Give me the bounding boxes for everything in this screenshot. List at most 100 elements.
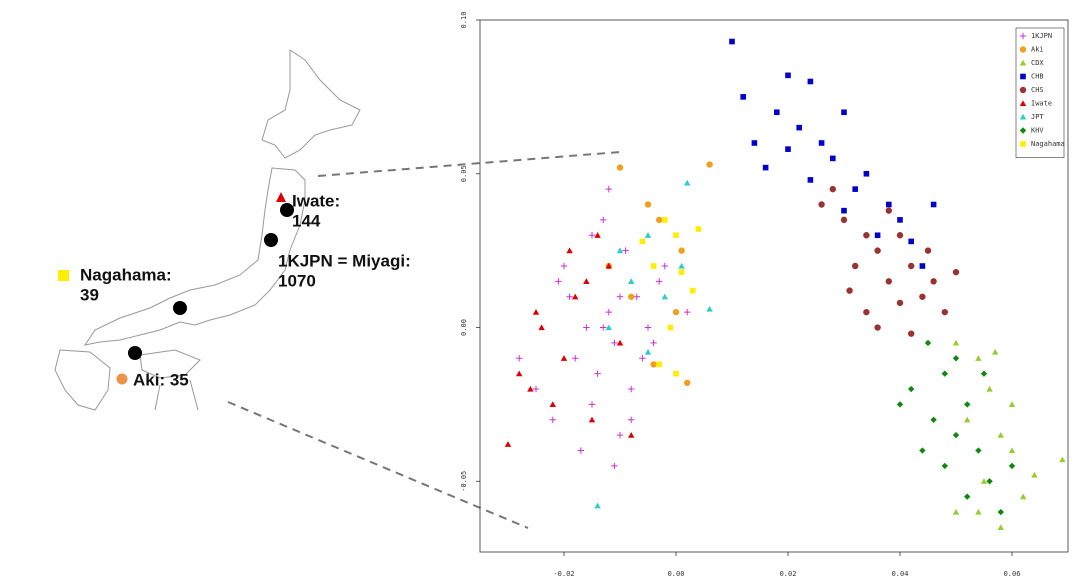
point [1008,462,1016,470]
point [852,186,858,192]
point [896,401,904,408]
iwate-site [280,203,294,217]
point [656,361,662,368]
plot-frame [479,19,1069,553]
point [605,324,612,331]
legend-label: Iwate [1031,100,1052,108]
point [706,161,713,168]
point [667,324,674,331]
x-tick-label: -0.02 [553,570,574,578]
aki-marker [116,373,128,385]
point [941,370,948,377]
point [555,278,562,285]
map-label: 39 [80,285,99,304]
point [818,140,825,146]
point [706,305,713,312]
point [628,293,635,300]
point [616,164,624,171]
nagahama-marker [58,270,69,281]
legend-marker [1020,73,1026,80]
shikoku [139,349,201,379]
point [908,330,915,337]
point [656,278,663,285]
legend-marker [1019,86,1027,94]
point [661,262,668,270]
point [605,262,612,269]
point [516,370,523,377]
point [644,201,652,208]
legend-label: JPT [1031,113,1044,121]
point [594,370,601,377]
point [572,355,579,362]
point [1008,401,1016,407]
legend-label: Nagahama [1031,140,1065,148]
point [644,348,652,355]
legend-marker [1020,141,1026,147]
point [846,287,853,294]
point [628,416,635,423]
point [639,355,646,362]
point [684,379,691,387]
point [650,339,657,347]
point [516,355,523,362]
point [1008,447,1016,454]
iwate-marker [276,192,286,202]
point [566,293,573,300]
y-tick-label: 0.05 [460,165,468,182]
kyushu [54,349,111,411]
point [661,293,668,300]
x-tick-label: 0.04 [892,570,909,578]
point [863,232,870,239]
point [941,462,948,470]
legend-marker [1019,59,1027,66]
point [980,478,988,484]
point [762,164,769,171]
legend-label: 1KJPN [1031,32,1052,40]
point [616,431,624,439]
zoom-line [227,401,529,529]
legend-marker [1019,46,1027,53]
point [600,216,607,224]
point [600,324,607,331]
miyagi-site [264,233,278,247]
point [1059,456,1066,463]
map-markers [58,192,294,411]
legend-label: Aki [1031,46,1044,54]
point [588,232,596,239]
point [751,140,758,146]
point [896,232,904,239]
point [644,232,652,238]
point [616,293,624,300]
point [622,247,629,254]
point [975,447,982,454]
point [830,155,836,162]
point [616,339,624,346]
point [690,287,696,294]
point [656,216,663,224]
point [560,355,568,361]
point [572,293,579,300]
point [952,431,960,439]
japan-map [54,49,361,411]
map-label: 1070 [278,271,316,290]
legend-marker [1019,113,1027,120]
legend-label: CHB [1031,73,1044,81]
point [975,508,982,515]
point [644,324,652,331]
x-tick-label: 0.02 [780,570,797,578]
pointer [154,384,161,411]
point [874,247,881,254]
point [997,431,1004,438]
point [785,72,791,79]
point [964,493,971,500]
point [964,416,971,423]
point [986,478,993,485]
point [908,238,914,245]
point [975,355,982,361]
legend-label: KHV [1031,127,1044,135]
point [678,262,685,269]
point [616,247,624,254]
point [684,308,691,316]
